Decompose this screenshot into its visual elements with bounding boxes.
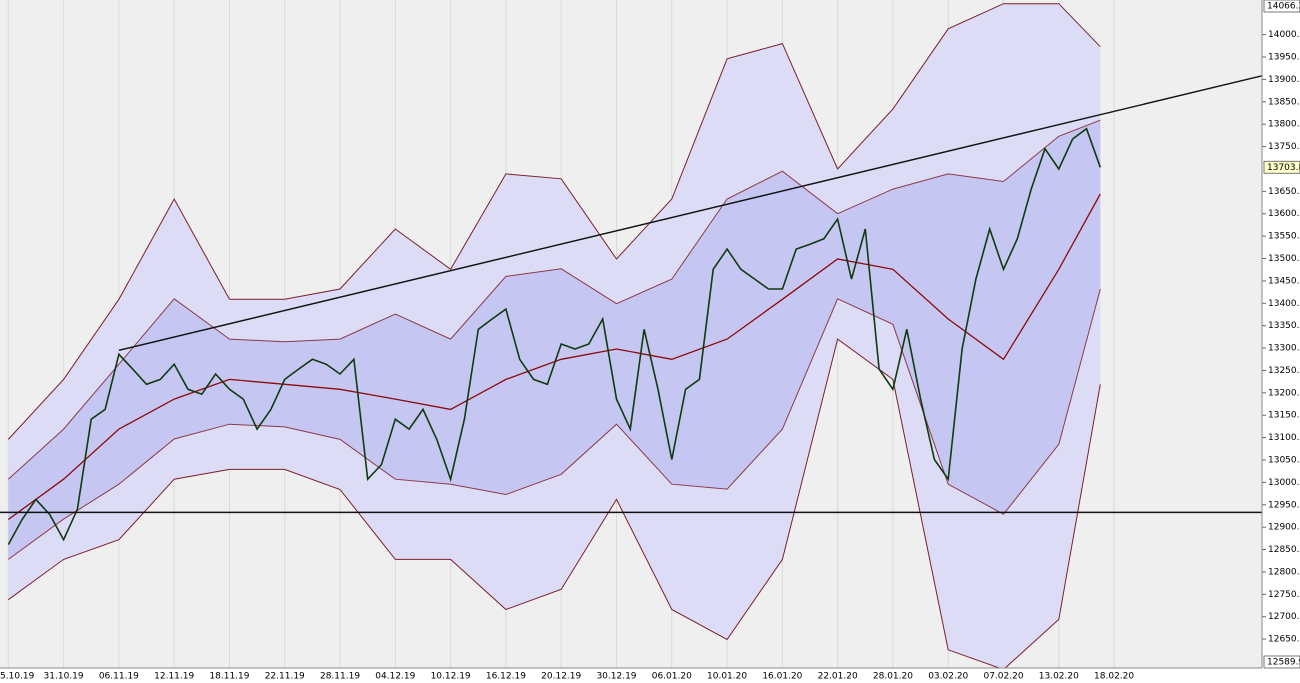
y-tick-label: 13900.0 — [1268, 75, 1300, 85]
x-tick-label: 18.11.19 — [209, 672, 249, 682]
y-tick-label: 13750.0 — [1268, 142, 1300, 152]
y-tick-label: 13950.0 — [1268, 53, 1300, 63]
x-tick-label: 06.01.20 — [652, 672, 692, 682]
band-line — [8, 338, 1101, 668]
price-line — [7, 127, 1102, 545]
y-tick-label: 13550.0 — [1268, 232, 1300, 242]
band-line — [7, 3, 1101, 440]
y-tick-label: 12800.0 — [1268, 567, 1300, 577]
y-tick-label: 13250.0 — [1268, 366, 1300, 376]
y-tick-label: 13100.0 — [1268, 433, 1300, 443]
x-tick-label: 31.10.19 — [44, 672, 84, 682]
x-tick-label: 16.01.20 — [762, 672, 802, 682]
last-price-label: 13703.8 — [1267, 163, 1300, 173]
y-tick-label: 12700.0 — [1268, 612, 1300, 622]
y-max-label: 14066.2 — [1267, 2, 1300, 12]
y-tick-label: 13050.0 — [1268, 455, 1300, 465]
x-tick-label: 13.02.20 — [1039, 672, 1079, 682]
price-line — [7, 193, 1101, 521]
y-tick-label: 13350.0 — [1268, 321, 1300, 331]
y-tick-label: 12950.0 — [1268, 500, 1300, 510]
x-tick-label: 10.01.20 — [707, 672, 747, 682]
x-tick-label: 18.02.20 — [1094, 672, 1134, 682]
plot — [0, 0, 1262, 668]
y-tick-label: 12750.0 — [1268, 590, 1300, 600]
x-tick-label: 03.02.20 — [928, 672, 968, 682]
x-tick-label: 04.12.19 — [375, 672, 415, 682]
y-tick-label: 13400.0 — [1268, 299, 1300, 309]
x-tick-label: 20.12.19 — [541, 672, 581, 682]
x-tick-label: 12.11.19 — [154, 672, 194, 682]
last-price-label-box — [1263, 160, 1300, 174]
y-tick-label: 13850.0 — [1268, 97, 1300, 107]
y-tick-label: 13450.0 — [1268, 276, 1300, 286]
y-tick-label: 14000.0 — [1268, 30, 1300, 40]
y-tick-label: 13150.0 — [1268, 411, 1300, 421]
x-tick-label: 28.01.20 — [873, 672, 913, 682]
y-tick-label: 13000.0 — [1268, 478, 1300, 488]
y-tick-label: 13600.0 — [1268, 209, 1300, 219]
band-line — [8, 288, 1101, 560]
x-tick-label: 5.10.19 — [0, 672, 35, 682]
y-tick-label: 13800.0 — [1268, 120, 1300, 130]
y-max-label-box — [1263, 0, 1300, 13]
x-tick-label: 07.02.20 — [983, 672, 1023, 682]
x-tick-label: 22.11.19 — [265, 672, 305, 682]
y-tick-label: 12850.0 — [1268, 545, 1300, 555]
x-tick-label: 28.11.19 — [320, 672, 360, 682]
band-area — [8, 120, 1101, 560]
y-min-label: 12589.9 — [1267, 658, 1300, 668]
x-tick-label: 22.01.20 — [818, 672, 858, 682]
y-tick-label: 12900.0 — [1268, 523, 1300, 533]
y-tick-label: 13500.0 — [1268, 254, 1300, 264]
trend-line — [118, 75, 1262, 351]
x-tick-label: 06.11.19 — [99, 672, 139, 682]
band-line — [7, 119, 1101, 480]
y-tick-label: 13650.0 — [1268, 187, 1300, 197]
x-tick-label: 16.12.19 — [486, 672, 526, 682]
x-tick-label: 30.12.19 — [596, 672, 636, 682]
y-tick-label: 13300.0 — [1268, 344, 1300, 354]
y-tick-label: 12650.0 — [1268, 635, 1300, 645]
y-min-label-box — [1263, 655, 1300, 669]
x-tick-label: 10.12.19 — [431, 672, 471, 682]
y-tick-label: 13200.0 — [1268, 388, 1300, 398]
